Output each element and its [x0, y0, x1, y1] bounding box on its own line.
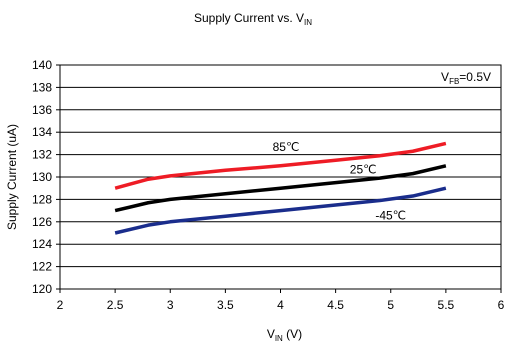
- y-tick-label: 126: [32, 215, 52, 229]
- y-tick-label: 134: [32, 125, 52, 139]
- x-label-unit: (V): [283, 327, 302, 341]
- series-label-2: -45℃: [375, 209, 406, 223]
- series-lines: [114, 141, 447, 235]
- x-tick-label: 2: [57, 298, 64, 312]
- axis-ticks: 120 122 124 126 128 130 132 134 136 138 140 2 2.5 3 3.…: [32, 58, 505, 312]
- y-tick-label: 132: [32, 148, 52, 162]
- x-tick-label: 4.5: [327, 298, 344, 312]
- y-tick-label: 130: [32, 170, 52, 184]
- y-tick-label: 122: [32, 260, 52, 274]
- y-tick-label: 138: [32, 80, 52, 94]
- y-tick-label: 128: [32, 192, 52, 206]
- series-line-1: [114, 164, 447, 213]
- x-tick-label: 4: [277, 298, 284, 312]
- series-labels: 85℃ 25℃ -45℃: [273, 140, 407, 222]
- y-tick-label: 124: [32, 237, 52, 251]
- x-label-subscript: IN: [275, 334, 283, 343]
- y-axis-label: Supply Current (uA): [5, 124, 19, 230]
- series-label-0: 85℃: [273, 140, 300, 154]
- series-line-0: [114, 141, 447, 190]
- x-tick-label: 3: [167, 298, 174, 312]
- grid-lines: [60, 86, 501, 268]
- x-tick-label: 5: [387, 298, 394, 312]
- series-line-2: [114, 186, 447, 235]
- vfb-suffix: =0.5V: [459, 70, 491, 84]
- y-tick-label: 120: [32, 282, 52, 296]
- x-tick-label: 3.5: [217, 298, 234, 312]
- chart-title-main: Supply Current vs. V: [194, 11, 304, 25]
- x-label-main: V: [267, 327, 275, 341]
- chart-title: Supply Current vs. VIN: [194, 11, 312, 27]
- x-tick-label: 5.5: [438, 298, 455, 312]
- x-axis-label: VIN (V): [267, 327, 302, 343]
- vfb-annotation: VFB=0.5V: [441, 70, 491, 86]
- series-label-1: 25℃: [350, 163, 377, 177]
- x-tick-label: 6: [498, 298, 505, 312]
- y-tick-label: 140: [32, 58, 52, 72]
- x-tick-label: 2.5: [107, 298, 124, 312]
- vfb-subscript: FB: [449, 77, 459, 86]
- vfb-prefix: V: [441, 70, 449, 84]
- chart-title-subscript: IN: [304, 18, 312, 27]
- y-tick-label: 136: [32, 103, 52, 117]
